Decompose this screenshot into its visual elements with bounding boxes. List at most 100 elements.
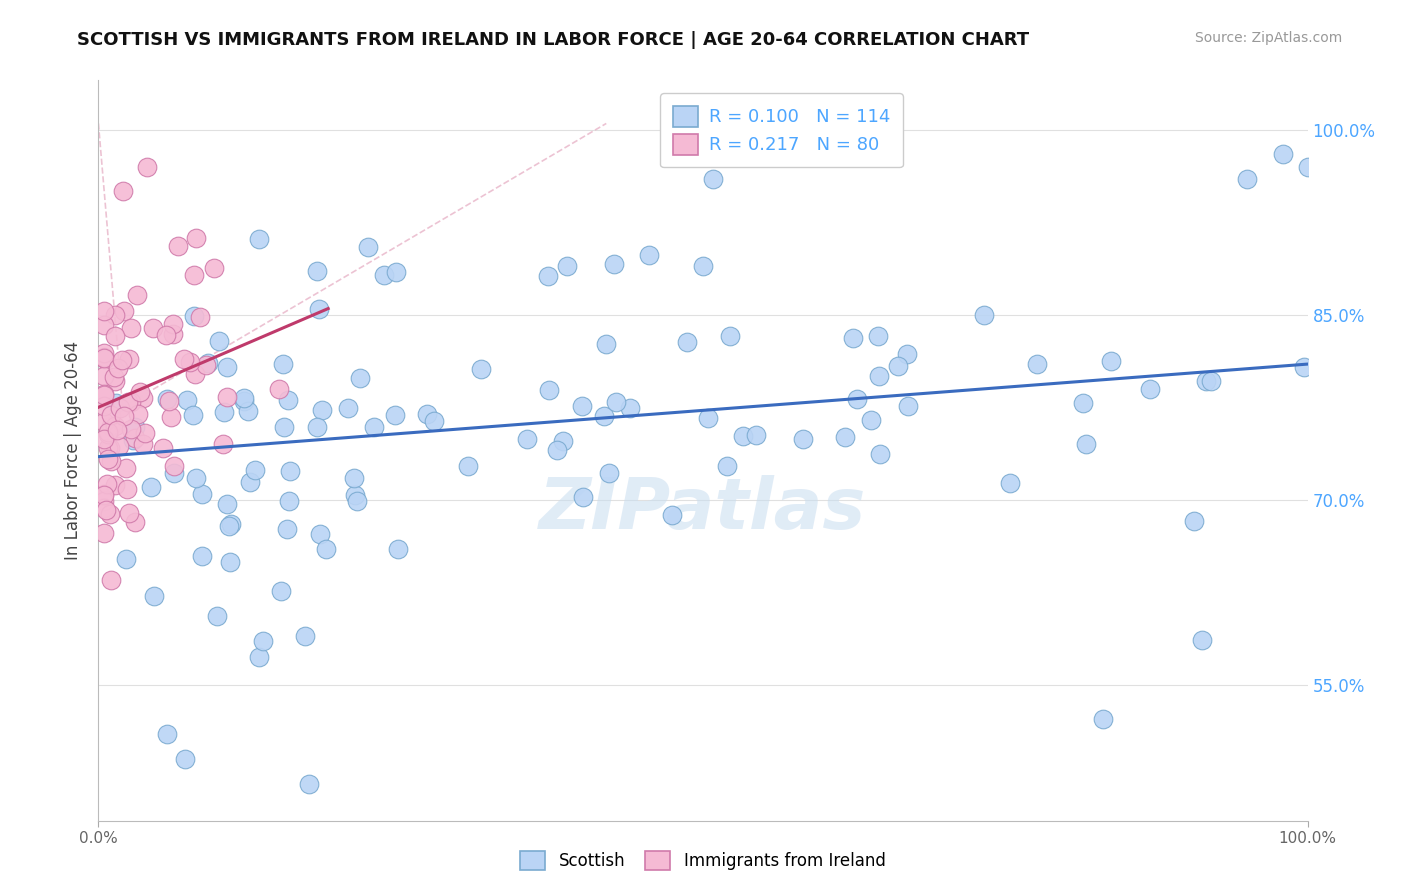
Point [276,522,298,536]
Point [94,352,117,367]
Point [973,308,995,322]
Point [176,393,198,408]
Point [546,443,568,458]
Point [100,508,122,522]
Point [1074,437,1097,451]
Text: SCOTTISH VS IMMIGRANTS FROM IRELAND IN LABOR FORCE | AGE 20-64 CORRELATION CHART: SCOTTISH VS IMMIGRANTS FROM IRELAND IN L… [77,31,1029,49]
Point [134,425,156,440]
Point [93,351,115,365]
Point [247,232,270,246]
Point [93,487,115,501]
Point [103,370,125,384]
Point [118,351,141,366]
Point [271,357,294,371]
Point [1071,396,1094,410]
Point [357,239,380,253]
Point [183,310,205,324]
Point [141,480,163,494]
Point [120,422,142,436]
Point [571,399,593,413]
Point [112,303,135,318]
Point [132,437,155,451]
Point [745,428,768,442]
Point [311,403,333,417]
Point [217,497,239,511]
Point [117,394,139,409]
Point [156,727,179,741]
Point [111,353,134,368]
Point [93,388,115,402]
Point [1000,475,1022,490]
Y-axis label: In Labor Force | Age 20-64: In Labor Force | Age 20-64 [65,341,83,560]
Point [181,409,204,423]
Point [111,185,134,199]
Point [194,359,217,373]
Point [555,260,578,274]
Point [93,432,115,446]
Point [104,478,127,492]
Point [308,302,330,317]
Point [215,390,238,404]
Point [135,160,157,174]
Point [1236,172,1258,186]
Point [93,318,115,332]
Point [104,374,127,388]
Point [1194,374,1216,388]
Point [273,420,295,434]
Text: ZIPatlas: ZIPatlas [540,475,866,544]
Point [93,415,115,429]
Point [125,288,148,302]
Point [619,401,641,416]
Point [718,329,741,343]
Point [93,386,115,401]
Point [470,362,492,376]
Point [344,488,367,502]
Point [343,471,366,485]
Point [845,392,868,407]
Point [278,464,301,478]
Legend: R = 0.100   N = 114, R = 0.217   N = 80: R = 0.100 N = 114, R = 0.217 N = 80 [661,93,903,167]
Point [115,461,138,475]
Point [363,420,385,434]
Point [162,317,184,331]
Point [100,418,122,433]
Point [1182,514,1205,528]
Point [132,391,155,405]
Point [120,395,142,409]
Point [184,470,207,484]
Point [127,407,149,421]
Point [236,404,259,418]
Point [93,488,115,502]
Point [553,434,575,449]
Point [638,248,661,262]
Point [217,359,239,374]
Point [572,490,595,504]
Point [267,382,290,396]
Point [239,475,262,490]
Point [307,420,329,434]
Point [211,437,233,451]
Point [97,425,120,440]
Point [142,321,165,335]
Point [162,326,184,341]
Point [346,494,368,508]
Point [191,549,214,563]
Point [197,356,219,370]
Point [179,355,201,369]
Point [592,409,614,423]
Point [1199,375,1222,389]
Point [97,451,120,466]
Point [115,552,138,566]
Point [115,482,138,496]
Point [202,261,225,276]
Point [605,395,627,409]
Point [208,334,231,349]
Point [218,555,240,569]
Point [1272,147,1295,161]
Point [868,368,890,383]
Point [122,434,145,448]
Point [163,466,186,480]
Point [416,407,439,421]
Point [93,351,115,365]
Point [218,519,240,533]
